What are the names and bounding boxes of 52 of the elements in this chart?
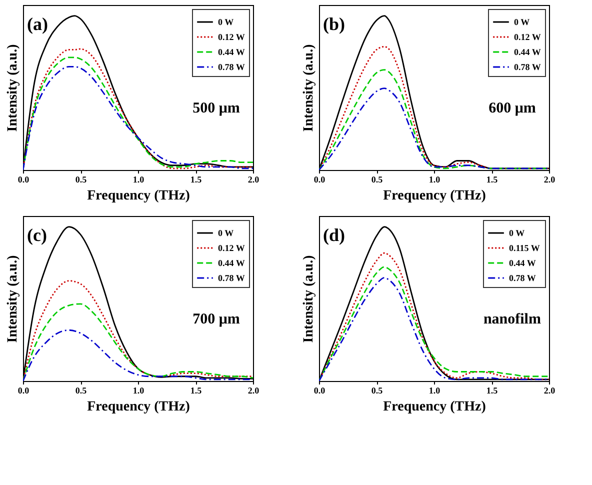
x-tick-label: 1.5 <box>486 174 498 184</box>
annotation: (d) <box>323 225 346 245</box>
annotation: 600 μm <box>488 100 536 116</box>
x-axis-title: Frequency (THz) <box>87 400 190 414</box>
y-axis-title: Intensity (a.u.) <box>302 254 316 343</box>
legend-label: 0.115 W <box>509 243 540 253</box>
legend-label: 0 W <box>218 228 234 238</box>
x-axis-title: Frequency (THz) <box>383 188 486 204</box>
x-tick-label: 1.5 <box>486 386 498 396</box>
x-tick-label: 1.0 <box>132 386 145 396</box>
legend-label: 0.78 W <box>218 273 245 283</box>
x-tick-label: 1.5 <box>190 386 202 396</box>
legend-label: 0.44 W <box>218 47 245 57</box>
x-tick-label: 0.0 <box>18 174 30 184</box>
annotation: (c) <box>27 225 47 245</box>
x-tick-label: 2.0 <box>544 174 556 184</box>
x-tick-label: 0.0 <box>314 386 326 396</box>
x-tick-label: 0.5 <box>371 174 384 184</box>
legend-label: 0.12 W <box>218 243 245 253</box>
x-tick-label: 0.5 <box>371 386 384 396</box>
x-tick-label: 2.0 <box>248 174 260 184</box>
x-tick-label: 1.5 <box>190 174 202 184</box>
x-axis-title: Frequency (THz) <box>383 400 486 414</box>
x-tick-label: 2.0 <box>248 386 260 396</box>
x-tick-label: 2.0 <box>544 386 556 396</box>
annotation: 700 μm <box>192 311 240 328</box>
x-axis-title: Frequency (THz) <box>87 188 190 204</box>
legend-label: 0.78 W <box>514 62 541 72</box>
x-tick-label: 1.0 <box>428 174 441 184</box>
y-axis-title: Intensity (a.u.) <box>6 254 20 343</box>
y-axis-title: Intensity (a.u.) <box>302 44 316 132</box>
legend-label: 0 W <box>514 17 530 27</box>
legend-label: 0 W <box>509 228 525 238</box>
annotation: 500 μm <box>192 100 240 116</box>
annotation: (b) <box>323 14 346 34</box>
x-tick-label: 0.0 <box>18 386 30 396</box>
x-tick-label: 0.5 <box>75 174 88 184</box>
legend-label: 0.44 W <box>218 258 245 268</box>
x-tick-label: 1.0 <box>132 174 145 184</box>
legend-label: 0.78 W <box>509 273 536 283</box>
x-tick-label: 0.0 <box>314 174 326 184</box>
annotation: (a) <box>27 14 48 34</box>
legend-label: 0.12 W <box>514 32 541 42</box>
x-tick-label: 1.0 <box>428 386 441 396</box>
legend-label: 0.12 W <box>218 32 245 42</box>
legend-label: 0.78 W <box>218 62 245 72</box>
legend-label: 0.44 W <box>509 258 536 268</box>
x-tick-label: 0.5 <box>75 386 88 396</box>
y-axis-title: Intensity (a.u.) <box>6 44 20 132</box>
legend-label: 0 W <box>218 17 234 27</box>
legend-label: 0.44 W <box>514 47 541 57</box>
annotation: nanofilm <box>483 311 542 328</box>
